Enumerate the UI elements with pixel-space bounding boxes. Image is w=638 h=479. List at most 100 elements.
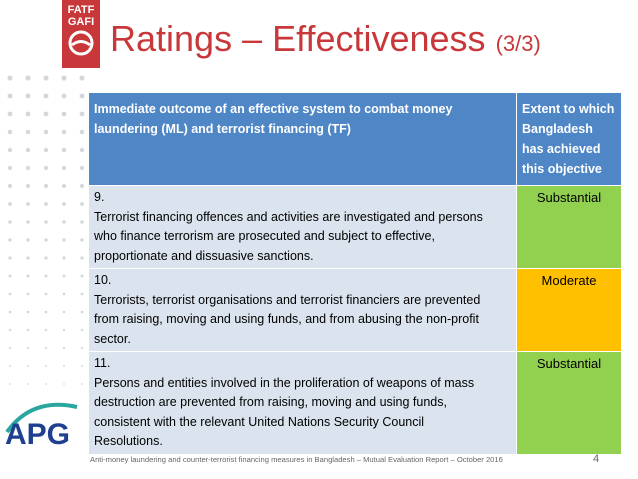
dot (61, 165, 67, 171)
dot (43, 111, 49, 117)
dot (81, 383, 83, 385)
rating-cell: Substantial (516, 351, 622, 455)
dot (62, 184, 66, 188)
dot (26, 274, 30, 278)
ratings-table: Immediate outcome of an effective system… (88, 92, 622, 455)
dot (44, 328, 48, 332)
table-row: 10. Terrorists, terrorist organisations a… (88, 268, 622, 352)
outcome-cell: 10. Terrorists, terrorist organisations a… (88, 268, 517, 352)
dot (26, 184, 30, 188)
dot (80, 256, 84, 260)
dot (7, 75, 13, 81)
dot (25, 165, 31, 171)
table-row: 11. Persons and entities involved in the … (88, 351, 622, 455)
dot (44, 310, 48, 314)
dot (61, 147, 67, 153)
dot (80, 310, 84, 314)
dot (43, 147, 49, 153)
dot (8, 310, 12, 314)
dot (7, 165, 13, 171)
dot-pattern (7, 75, 85, 385)
logo-text: FATF (67, 4, 95, 16)
dot (44, 292, 48, 296)
outcome-text: Terrorist financing offences and activit… (94, 209, 483, 263)
dot (7, 93, 13, 99)
dot (61, 75, 67, 81)
dot (44, 220, 48, 224)
dot (7, 147, 13, 153)
dot (43, 129, 49, 135)
dot (43, 165, 49, 171)
dot (27, 365, 29, 367)
slide-title: Ratings – Effectiveness (3/3) (110, 18, 541, 60)
dot (80, 274, 84, 278)
outcome-number: 9. (94, 190, 105, 204)
dot (44, 256, 48, 260)
dot (26, 256, 30, 260)
dot (62, 274, 66, 278)
dot (9, 383, 11, 385)
dot (62, 328, 66, 332)
dot (25, 93, 31, 99)
dot (62, 220, 66, 224)
dot (80, 202, 84, 206)
dot (61, 111, 67, 117)
rating-cell: Substantial (516, 185, 622, 269)
rating-cell: Moderate (516, 268, 622, 352)
dot (8, 220, 12, 224)
outcome-number: 10. (94, 273, 112, 287)
dot (61, 129, 67, 135)
dot (80, 346, 84, 350)
dot (44, 238, 48, 242)
dot (80, 328, 84, 332)
outcome-cell: 11. Persons and entities involved in the … (88, 351, 517, 455)
dot (7, 129, 13, 135)
dot (80, 184, 84, 188)
page-number: 4 (593, 453, 600, 465)
dot (7, 111, 13, 117)
dot (26, 328, 30, 332)
dot (80, 292, 84, 296)
dot (26, 220, 30, 224)
dot (62, 256, 66, 260)
dot (8, 346, 12, 350)
dot (79, 111, 85, 117)
dot (44, 274, 48, 278)
dot (62, 238, 66, 242)
dot (44, 202, 48, 206)
dot (45, 365, 47, 367)
dot (62, 292, 66, 296)
dot (25, 147, 31, 153)
dot (80, 238, 84, 242)
dot (8, 328, 12, 332)
dot (79, 165, 85, 171)
dot (63, 383, 65, 385)
dot (81, 365, 83, 367)
dot (26, 310, 30, 314)
logo-text: GAFI (67, 16, 95, 28)
logo-text: APG (5, 418, 70, 451)
logo-mark (68, 30, 94, 56)
dot (43, 75, 49, 81)
dot (8, 256, 12, 260)
dot (26, 202, 30, 206)
title: Ratings – Effectiveness (110, 18, 486, 59)
dot (44, 346, 48, 350)
dot (9, 365, 11, 367)
dot (25, 75, 31, 81)
dot (8, 184, 12, 188)
dot (26, 346, 30, 350)
dot (79, 147, 85, 153)
dot (25, 129, 31, 135)
dot (44, 184, 48, 188)
dot (8, 238, 12, 242)
dot (26, 238, 30, 242)
subtitle: (3/3) (495, 31, 541, 56)
dot (45, 383, 47, 385)
table-row: 9. Terrorist financing offences and activ… (88, 185, 622, 269)
column-header: Immediate outcome of an effective system… (88, 92, 517, 186)
dot (8, 292, 12, 296)
dot (62, 202, 66, 206)
dot (8, 202, 12, 206)
dot (80, 220, 84, 224)
